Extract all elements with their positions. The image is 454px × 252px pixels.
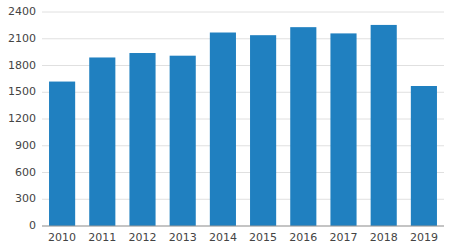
x-tick-label: 2017	[330, 231, 358, 244]
y-tick-label: 900	[15, 139, 36, 152]
y-tick-label: 1500	[8, 85, 36, 98]
bar	[250, 35, 276, 226]
x-tick-label: 2018	[370, 231, 398, 244]
bar	[411, 86, 437, 226]
x-tick-label: 2014	[209, 231, 237, 244]
x-axis: 2010 2011 2012 2013 2014 2015 2016 2017 2018 2019	[42, 226, 444, 244]
y-tick-label: 2100	[8, 32, 36, 45]
y-axis: 0 300 600 900 1200 1500 1800 2100 2400	[8, 5, 444, 232]
bar	[290, 27, 316, 226]
bar	[210, 33, 236, 226]
x-tick-label: 2013	[169, 231, 197, 244]
y-tick-label: 1800	[8, 59, 36, 72]
y-tick-label: 1200	[8, 112, 36, 125]
x-tick-label: 2015	[249, 231, 277, 244]
x-axis-line	[42, 226, 444, 227]
chart-container: 0300600900120015001800210024002010201120…	[0, 0, 454, 252]
y-tick-label: 600	[15, 166, 36, 179]
y-tick-label: 300	[15, 192, 36, 205]
grid-line	[42, 226, 444, 227]
y-tick-label: 0	[29, 219, 36, 232]
y-tick-label: 2400	[8, 5, 36, 18]
bars	[49, 25, 437, 226]
bar	[89, 57, 115, 226]
x-tick-label: 2012	[129, 231, 157, 244]
bar	[330, 33, 356, 226]
chart: 0300600900120015001800210024002010201120…	[0, 0, 454, 252]
x-tick-label: 2011	[88, 231, 116, 244]
grid-line	[42, 12, 444, 13]
bar	[49, 82, 75, 226]
bar	[170, 56, 196, 226]
bar	[129, 53, 155, 226]
x-tick-label: 2019	[410, 231, 438, 244]
x-tick-label: 2010	[48, 231, 76, 244]
bar	[371, 25, 397, 226]
x-tick-label: 2016	[289, 231, 317, 244]
